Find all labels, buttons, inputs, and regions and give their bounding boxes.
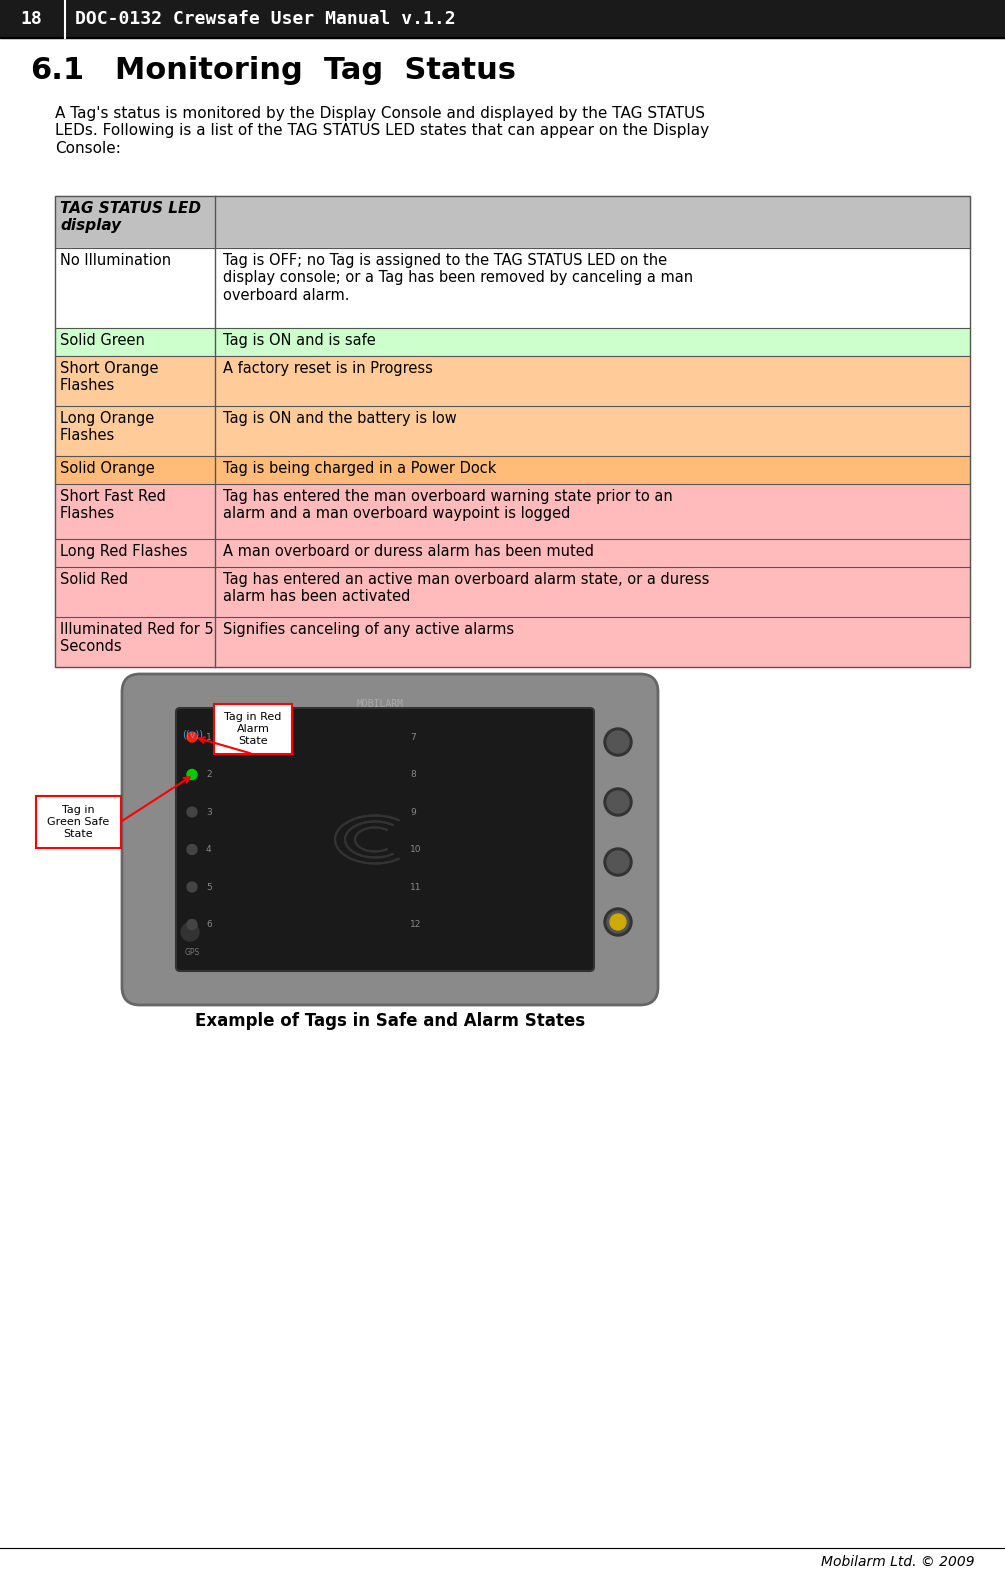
Text: Tag is ON and is safe: Tag is ON and is safe [223,333,376,348]
Text: DOC-0132 Crewsafe User Manual v.1.2: DOC-0132 Crewsafe User Manual v.1.2 [75,9,455,28]
Circle shape [604,788,632,816]
Text: Tag in Red
Alarm
State: Tag in Red Alarm State [224,712,281,745]
Text: Tag is ON and the battery is low: Tag is ON and the battery is low [223,411,456,426]
Text: 8: 8 [410,771,416,779]
Circle shape [607,731,629,753]
Text: 6: 6 [206,920,212,928]
Text: 7: 7 [410,733,416,741]
Bar [215,247,970,328]
Circle shape [187,845,197,854]
Text: Long Red Flashes: Long Red Flashes [60,544,188,559]
Text: Tag is OFF; no Tag is assigned to the TAG STATUS LED on the
display console; or : Tag is OFF; no Tag is assigned to the TA… [223,254,693,303]
Text: 10: 10 [410,845,421,854]
Bar [215,484,970,539]
Text: 6.1: 6.1 [30,57,84,85]
Text: Signifies canceling of any active alarms: Signifies canceling of any active alarms [223,623,515,637]
Circle shape [604,728,632,756]
Text: ((v)): ((v)) [182,730,203,739]
Bar [215,567,970,616]
Text: Tag has entered an active man overboard alarm state, or a duress
alarm has been : Tag has entered an active man overboard … [223,572,710,605]
Text: A Tag's status is monitored by the Display Console and displayed by the TAG STAT: A Tag's status is monitored by the Displ… [55,106,710,156]
Bar [55,567,215,616]
FancyBboxPatch shape [176,708,594,971]
Bar [215,455,970,484]
Circle shape [187,731,197,742]
Bar [55,328,215,356]
Circle shape [607,851,629,873]
Text: 2: 2 [206,771,212,779]
Bar [215,195,970,247]
Text: No Illumination: No Illumination [60,254,171,268]
Bar [35,796,121,848]
Bar [215,407,970,455]
Bar [0,0,1005,38]
Text: Example of Tags in Safe and Alarm States: Example of Tags in Safe and Alarm States [195,1012,585,1031]
Bar [55,247,215,328]
Text: A factory reset is in Progress: A factory reset is in Progress [223,361,433,377]
Circle shape [187,919,197,930]
Bar [215,356,970,407]
Text: TAG STATUS LED
display: TAG STATUS LED display [60,202,201,233]
Text: Solid Red: Solid Red [60,572,128,586]
Bar [55,455,215,484]
Circle shape [604,908,632,936]
Text: GPS: GPS [185,947,200,957]
Bar [55,616,215,667]
Text: 12: 12 [410,920,421,928]
Text: Tag is being charged in a Power Dock: Tag is being charged in a Power Dock [223,462,496,476]
Text: 11: 11 [410,883,421,892]
Text: Monitoring  Tag  Status: Monitoring Tag Status [115,57,516,85]
Text: Long Orange
Flashes: Long Orange Flashes [60,411,154,443]
Circle shape [604,848,632,876]
Circle shape [187,807,197,816]
Text: 1: 1 [206,733,212,741]
Text: A man overboard or duress alarm has been muted: A man overboard or duress alarm has been… [223,544,594,559]
Bar [55,539,215,567]
Bar [55,195,970,667]
Circle shape [181,924,199,941]
Text: 5: 5 [206,883,212,892]
Bar [214,704,292,753]
Text: Illuminated Red for 5
Seconds: Illuminated Red for 5 Seconds [60,623,214,654]
Text: Tag has entered the man overboard warning state prior to an
alarm and a man over: Tag has entered the man overboard warnin… [223,489,672,522]
Circle shape [610,914,626,930]
Bar [215,616,970,667]
Text: MOBILARM: MOBILARM [357,700,403,709]
Bar [55,484,215,539]
Text: 3: 3 [206,807,212,816]
Text: 4: 4 [206,845,212,854]
Bar [55,195,215,247]
Text: Solid Orange: Solid Orange [60,462,155,476]
Text: Solid Green: Solid Green [60,333,145,348]
Circle shape [187,769,197,780]
FancyBboxPatch shape [122,675,658,1005]
Text: Tag in
Green Safe
State: Tag in Green Safe State [47,805,110,838]
Circle shape [607,911,629,933]
Text: Short Fast Red
Flashes: Short Fast Red Flashes [60,489,166,522]
Bar [215,328,970,356]
Bar [215,539,970,567]
Text: Mobilarm Ltd. © 2009: Mobilarm Ltd. © 2009 [821,1556,975,1570]
Text: Short Orange
Flashes: Short Orange Flashes [60,361,159,394]
Circle shape [607,791,629,813]
Bar [55,356,215,407]
Text: 18: 18 [20,9,42,28]
Text: 9: 9 [410,807,416,816]
Circle shape [187,883,197,892]
Bar [55,407,215,455]
